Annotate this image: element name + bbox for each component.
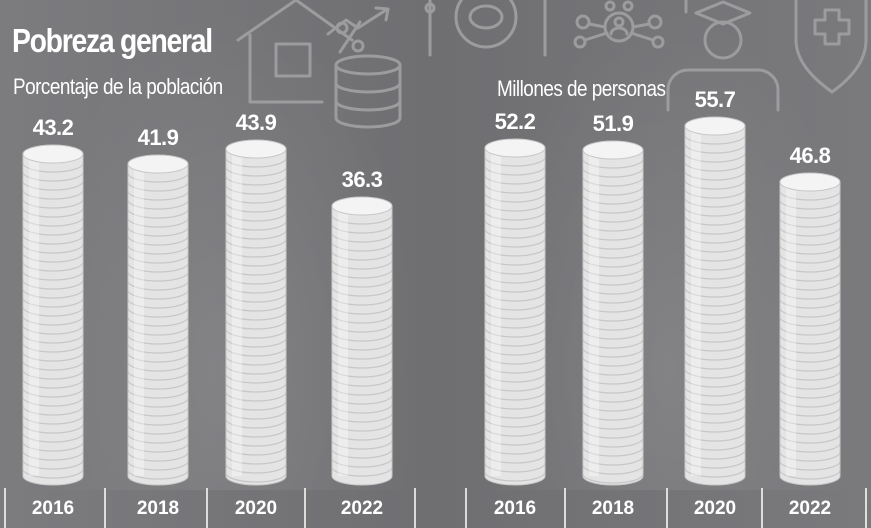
graduate-icon	[666, 0, 780, 112]
x-tick-label: 2016	[494, 498, 536, 519]
x-tick-label: 2022	[789, 498, 831, 519]
bar-coin-stack	[779, 172, 841, 486]
x-tick-label: 2018	[137, 498, 179, 519]
value-label: 46.8	[790, 143, 831, 168]
bar-coin-stack	[225, 139, 287, 486]
chart-right-subtitle: Millones de personas	[497, 76, 666, 101]
value-label: 51.9	[593, 111, 634, 136]
bread-plate-icon	[424, 0, 547, 57]
value-label: 52.2	[495, 109, 536, 134]
decorative-icons	[236, 0, 868, 129]
x-tick-label: 2020	[235, 498, 277, 519]
bar-coin-stack	[331, 196, 393, 486]
value-label: 41.9	[138, 125, 179, 150]
bar-coin-stack	[127, 154, 189, 486]
value-label: 55.7	[695, 87, 736, 112]
bar-coin-stack	[582, 140, 644, 486]
health-shield-icon	[794, 0, 868, 94]
x-tick-label: 2022	[341, 498, 383, 519]
growth-arrow-icon	[326, 6, 390, 36]
coin-stack-icon	[334, 54, 402, 129]
value-label: 43.2	[33, 115, 74, 140]
value-label: 43.9	[236, 110, 277, 135]
x-tick-label: 2020	[694, 498, 736, 519]
chart-left-subtitle: Porcentaje de la población	[13, 74, 223, 99]
bar-coin-stack	[684, 116, 746, 486]
bar-coin-stack	[22, 144, 84, 486]
network-people-icon	[573, 0, 665, 49]
value-label: 36.3	[342, 167, 383, 192]
house-icon	[236, 0, 354, 104]
x-tick-label: 2016	[32, 498, 74, 519]
x-tick-label: 2018	[592, 498, 634, 519]
infographic-title: Pobreza general	[12, 22, 213, 59]
charts-layer: 43.2 2016 41.9 2018 43.9 2020 36.3 2022 52.2 2016…	[4, 87, 867, 528]
bar-coin-stack	[484, 138, 546, 486]
